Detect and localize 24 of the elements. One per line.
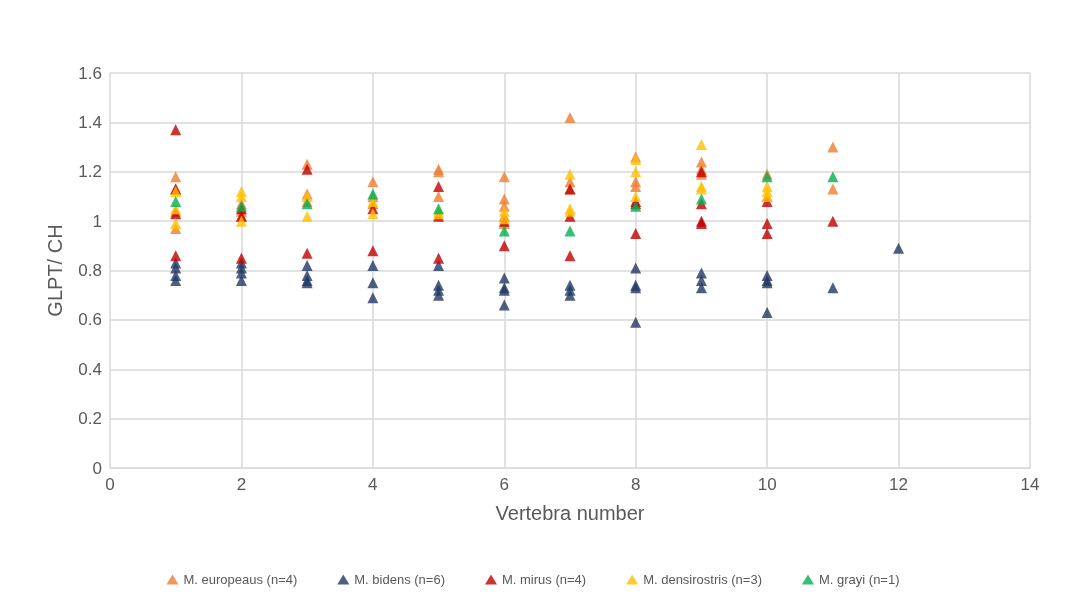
legend-label: M. grayi (n=1) (818, 572, 900, 587)
y-tick-label: 1.4 (78, 112, 102, 132)
y-tick-label: 0.2 (78, 409, 102, 429)
y-tick-label: 1 (92, 211, 102, 231)
x-tick-label: 6 (499, 475, 510, 494)
x-tick-label: 0 (105, 475, 115, 494)
y-tick-label: 0.8 (78, 261, 102, 280)
legend-label: M. mirus (n=4) (501, 572, 587, 587)
x-tick-label: 14 (1020, 475, 1040, 494)
legend-label: M. europeaus (n=4) (183, 572, 298, 587)
x-tick-label: 8 (630, 475, 641, 494)
y-tick-label: 0 (92, 458, 102, 478)
legend-label: M. densirostris (n=3) (643, 572, 762, 587)
y-axis-title: GLPT/ CH (44, 224, 66, 317)
x-tick-label: 2 (236, 475, 247, 494)
y-tick-label: 1.2 (78, 162, 102, 182)
x-tick-label: 10 (757, 475, 777, 494)
y-tick-label: 0.6 (78, 310, 102, 330)
legend-label: M. bidens (n=6) (354, 572, 445, 587)
x-tick-label: 4 (368, 475, 378, 494)
y-tick-label: 0.4 (78, 359, 102, 379)
y-tick-label: 1.6 (78, 63, 102, 83)
x-tick-label: 12 (889, 475, 909, 494)
x-axis-title: Vertebra number (495, 502, 645, 524)
